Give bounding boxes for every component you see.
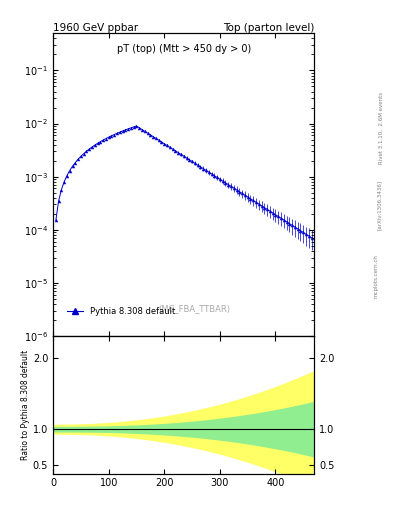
- Legend: Pythia 8.308 default: Pythia 8.308 default: [62, 303, 179, 319]
- Text: (MC_FBA_TTBAR): (MC_FBA_TTBAR): [158, 304, 230, 313]
- Text: pT (top) (Mtt > 450 dy > 0): pT (top) (Mtt > 450 dy > 0): [117, 44, 251, 54]
- Text: [arXiv:1306.3436]: [arXiv:1306.3436]: [377, 180, 382, 230]
- Text: Rivet 3.1.10,  2.6M events: Rivet 3.1.10, 2.6M events: [379, 92, 384, 164]
- Text: 1960 GeV ppbar: 1960 GeV ppbar: [53, 23, 138, 33]
- Text: mcplots.cern.ch: mcplots.cern.ch: [374, 254, 379, 298]
- Y-axis label: Ratio to Pythia 8.308 default: Ratio to Pythia 8.308 default: [21, 350, 30, 460]
- Text: Top (parton level): Top (parton level): [223, 23, 314, 33]
